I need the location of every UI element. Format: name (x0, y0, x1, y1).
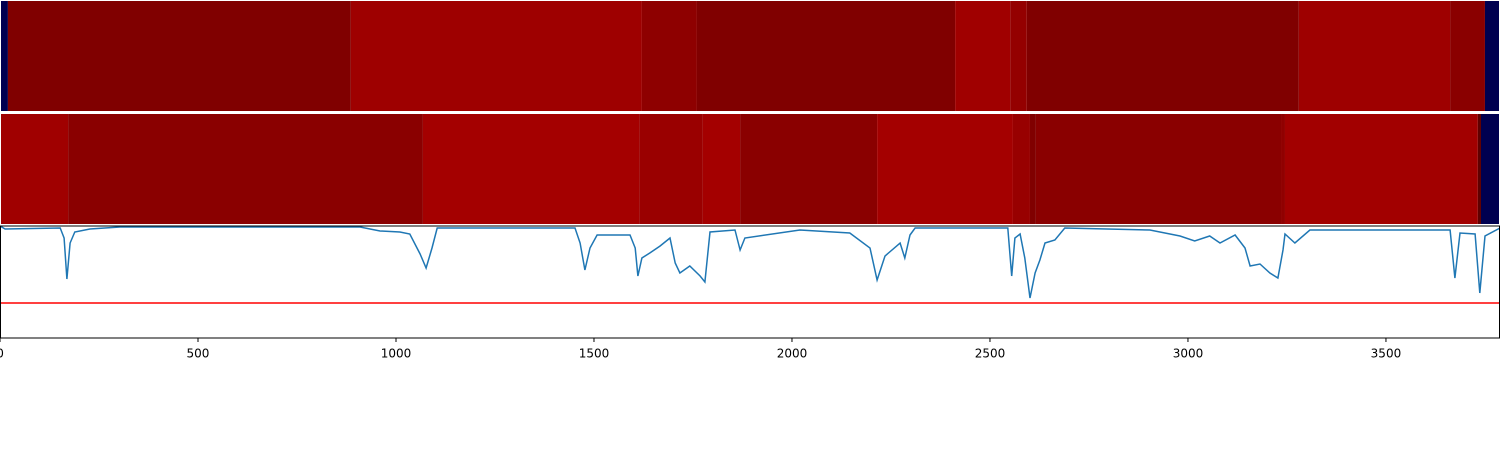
heatmap-cell (1281, 113, 1285, 225)
heatmap-cell (1450, 0, 1485, 112)
heatmap-cell (0, 113, 69, 225)
heatmap-cell (696, 0, 956, 112)
heatmap-cell (350, 0, 642, 112)
heatmap-cell (0, 0, 8, 112)
heatmap-cell (955, 0, 1011, 112)
heatmap-cell (639, 113, 703, 225)
heatmap-cell (1029, 113, 1036, 225)
series-line (0, 226, 1500, 299)
axes-frame (0, 225, 1500, 339)
heatmap-cell (7, 0, 351, 112)
x-tick-label: 0 (0, 347, 4, 361)
heatmap-cell (1012, 113, 1030, 225)
heatmap-cell (1477, 113, 1481, 225)
heatmap-cell (641, 0, 697, 112)
x-tick-label: 1000 (381, 347, 412, 361)
heatmap-cell (1284, 113, 1478, 225)
heatmap-cell (1298, 0, 1451, 112)
x-tick-label: 500 (187, 347, 210, 361)
heatmap-cell (1035, 113, 1282, 225)
heatmap-cell (740, 113, 878, 225)
heatmap-cell (1010, 0, 1027, 112)
x-tick-label: 3000 (1173, 347, 1204, 361)
x-tick-label: 2000 (777, 347, 808, 361)
heatmap-cell (1480, 113, 1500, 225)
heatmap-cell (68, 113, 423, 225)
x-tick-label: 3500 (1371, 347, 1402, 361)
heatmap-cell (1484, 0, 1500, 112)
heatmap-cell (877, 113, 1013, 225)
x-tick-label: 1500 (579, 347, 610, 361)
heatmap-cell (422, 113, 640, 225)
heatmap-cell (702, 113, 741, 225)
heatmap-cell (1026, 0, 1299, 112)
x-tick-label: 2500 (975, 347, 1006, 361)
